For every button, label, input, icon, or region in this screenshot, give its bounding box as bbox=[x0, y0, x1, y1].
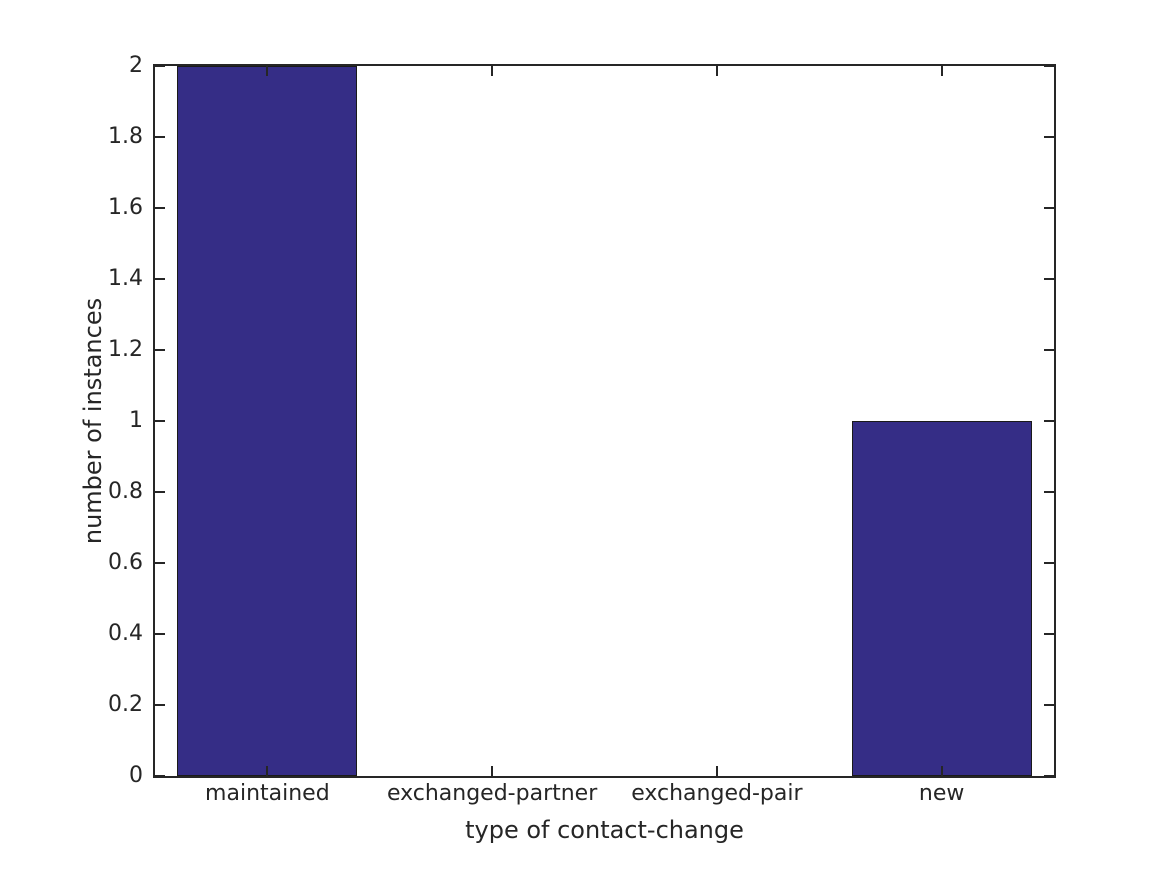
x-tick-top bbox=[266, 66, 269, 76]
y-tick-label: 1.4 bbox=[108, 266, 143, 291]
y-tick-right bbox=[1044, 491, 1054, 493]
y-tick-right bbox=[1044, 278, 1054, 280]
y-tick-right bbox=[1044, 420, 1054, 422]
y-tick-label: 1.8 bbox=[108, 124, 143, 149]
y-tick-label: 0.2 bbox=[108, 692, 143, 717]
y-tick-label: 1.6 bbox=[108, 195, 143, 220]
y-tick-left bbox=[155, 704, 165, 706]
x-tick-bottom bbox=[491, 766, 494, 776]
x-tick-bottom bbox=[940, 766, 943, 776]
x-tick-top bbox=[715, 66, 718, 76]
y-tick-right bbox=[1044, 349, 1054, 351]
y-tick-label: 2 bbox=[129, 53, 143, 78]
y-tick-left bbox=[155, 278, 165, 280]
x-axis-label: type of contact-change bbox=[465, 816, 744, 844]
x-tick-top bbox=[940, 66, 943, 76]
y-tick-label: 0 bbox=[129, 763, 143, 788]
y-tick-label: 1 bbox=[129, 408, 143, 433]
y-tick-left bbox=[155, 65, 165, 67]
y-tick-right bbox=[1044, 704, 1054, 706]
x-tick-bottom bbox=[266, 766, 269, 776]
y-tick-label: 0.6 bbox=[108, 550, 143, 575]
y-tick-left bbox=[155, 633, 165, 635]
y-tick-label: 0.8 bbox=[108, 479, 143, 504]
bar-maintained bbox=[177, 66, 358, 776]
bar-new bbox=[851, 421, 1032, 776]
x-tick-label-maintained: maintained bbox=[205, 781, 330, 806]
y-tick-left bbox=[155, 491, 165, 493]
y-tick-left bbox=[155, 136, 165, 138]
y-tick-right bbox=[1044, 136, 1054, 138]
x-tick-label-exchanged-partner: exchanged-partner bbox=[386, 781, 598, 806]
y-tick-right bbox=[1044, 775, 1054, 777]
y-tick-right bbox=[1044, 207, 1054, 209]
y-tick-right bbox=[1044, 65, 1054, 67]
y-tick-right bbox=[1044, 562, 1054, 564]
y-tick-left bbox=[155, 349, 165, 351]
x-tick-label-new: new bbox=[918, 781, 965, 806]
y-tick-left bbox=[155, 562, 165, 564]
x-tick-bottom bbox=[715, 766, 718, 776]
y-tick-left bbox=[155, 420, 165, 422]
y-tick-left bbox=[155, 775, 165, 777]
y-tick-left bbox=[155, 207, 165, 209]
x-tick-label-exchanged-pair: exchanged-pair bbox=[631, 781, 803, 806]
y-tick-label: 0.4 bbox=[108, 621, 143, 646]
y-tick-label: 1.2 bbox=[108, 337, 143, 362]
x-tick-top bbox=[491, 66, 494, 76]
plot-area bbox=[153, 64, 1056, 778]
y-tick-right bbox=[1044, 633, 1054, 635]
